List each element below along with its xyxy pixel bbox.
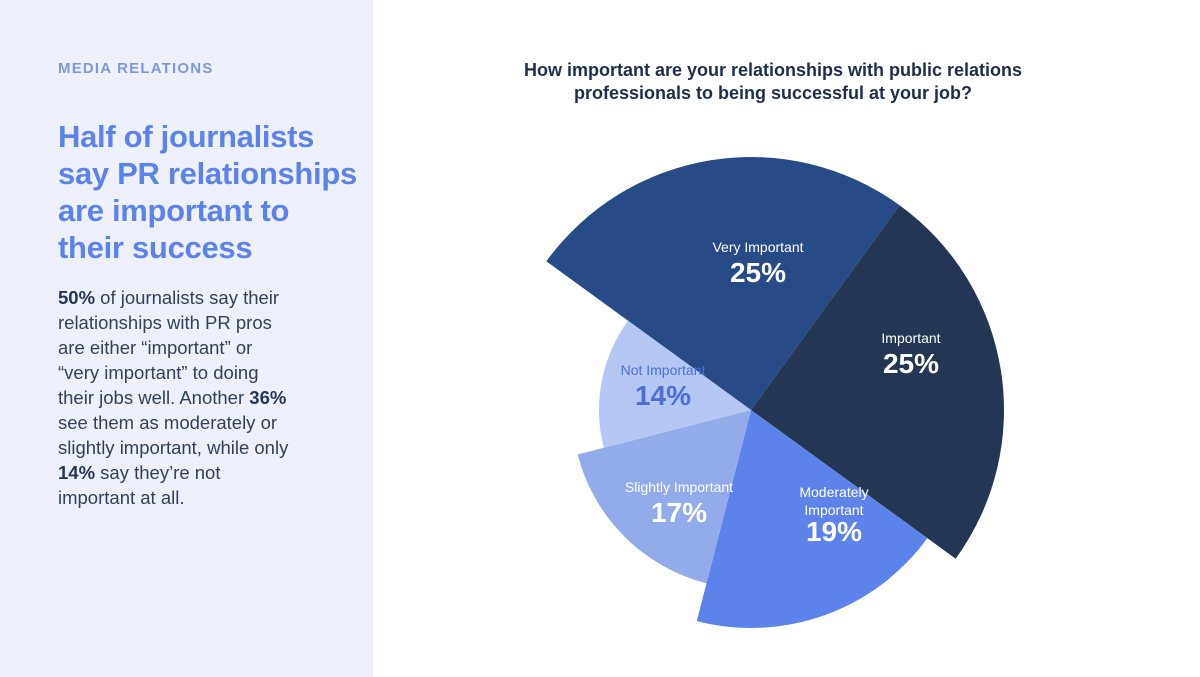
stat-14: 14% (58, 462, 96, 483)
slice-label-important: Important (881, 330, 940, 346)
slice-important (751, 205, 1005, 559)
slice-slightly-important (577, 410, 751, 584)
slice-label-not-important: Not Important (621, 362, 706, 378)
slice-value-moderately-important: 19% (806, 516, 862, 547)
slice-value-not-important: 14% (635, 380, 691, 411)
slice-label-moderately-important: Moderately Important (799, 484, 868, 518)
stat-36: 36% (249, 387, 287, 408)
slice-label-very-important: Very Important (712, 239, 803, 255)
slice-value-very-important: 25% (730, 257, 786, 288)
headline: Half of journalists say PR relationships… (58, 119, 357, 265)
chart-panel: How important are your relationships wit… (373, 0, 1200, 677)
chart-title: How important are your relationships wit… (523, 60, 1023, 103)
stat-50: 50% (58, 287, 96, 308)
section-eyebrow: MEDIA RELATIONS (58, 60, 214, 77)
slice-label-slightly-important: Slightly Important (625, 479, 733, 495)
sidebar-panel: MEDIA RELATIONS Half of journalists say … (0, 0, 373, 677)
body-text-2: see them as moderately or slightly impor… (58, 412, 289, 458)
slice-not-important (599, 320, 751, 448)
body-paragraph: 50% of journalists say their relationshi… (58, 285, 298, 510)
slice-moderately-important (696, 410, 928, 628)
slice-value-slightly-important: 17% (651, 497, 707, 528)
slice-very-important (546, 157, 900, 410)
body-text-3: say they’re not important at all. (58, 462, 221, 508)
slice-value-important: 25% (883, 348, 939, 379)
body-text-1: of journalists say their relationships w… (58, 287, 280, 408)
rose-chart: Very Important 25% Important 25% Moderately I… (546, 157, 1005, 628)
